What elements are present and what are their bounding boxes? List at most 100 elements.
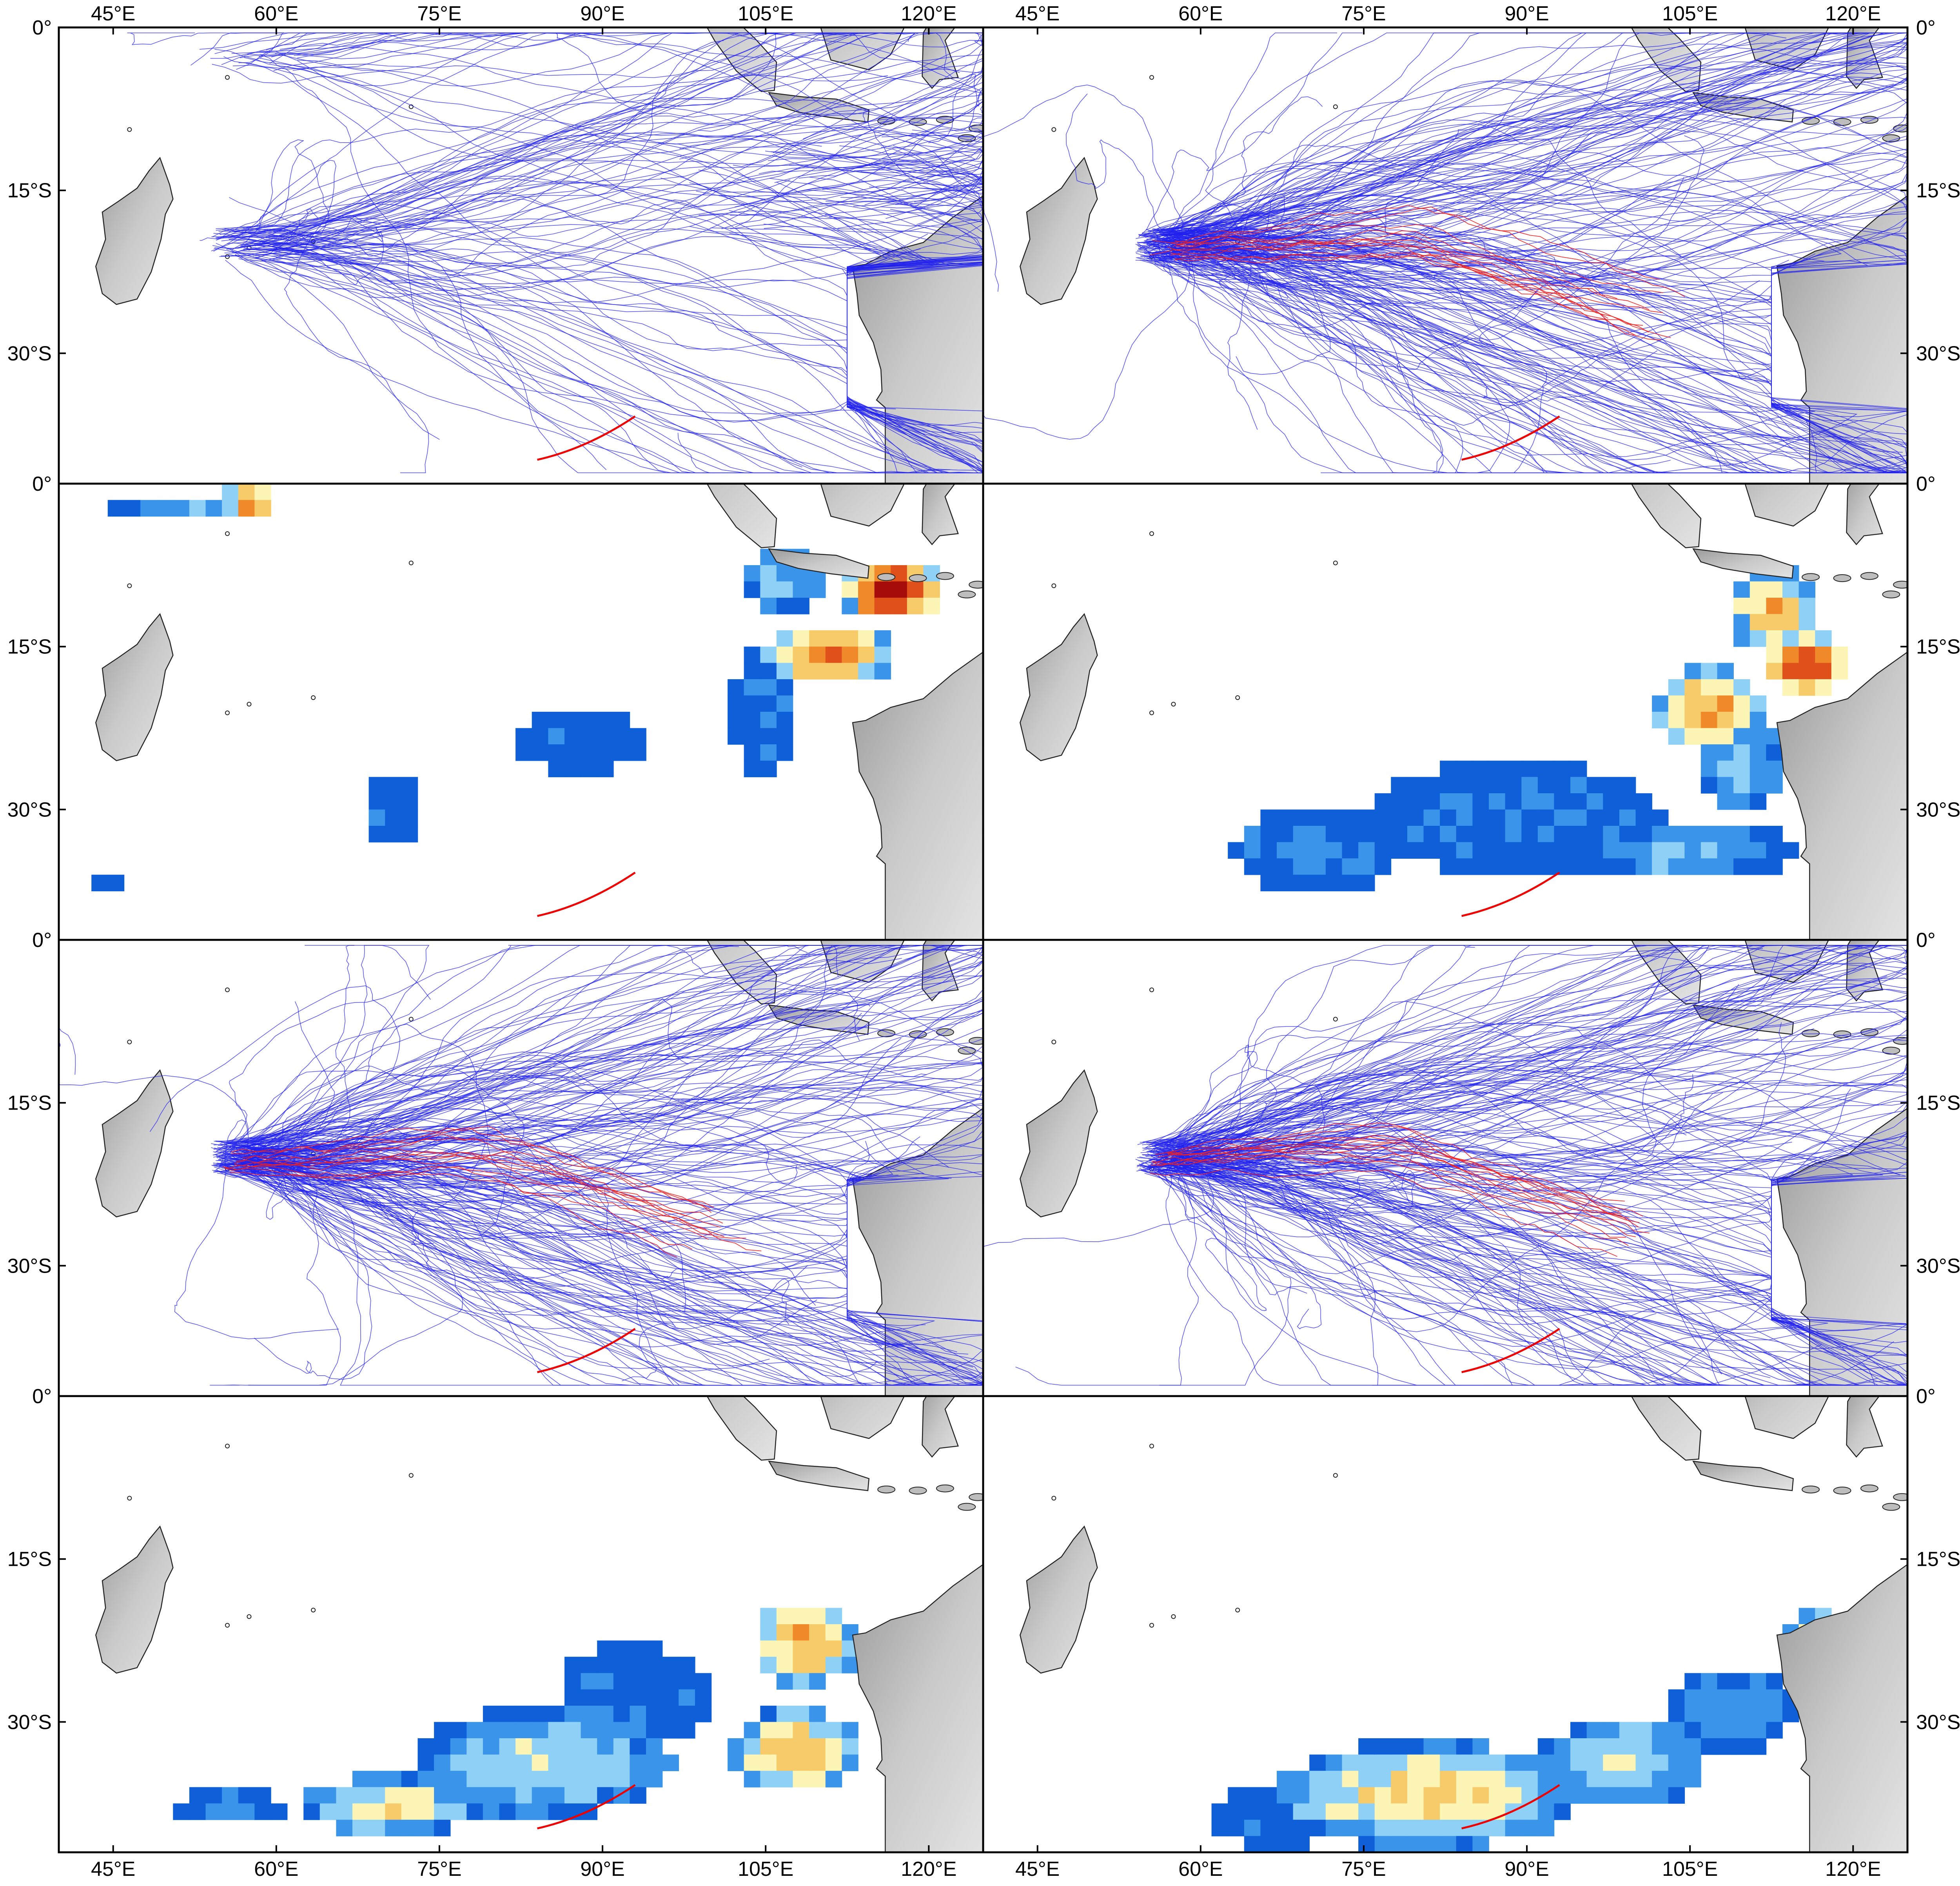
density-cell <box>1749 760 1767 778</box>
density-cell <box>499 1803 516 1820</box>
density-cell <box>515 1803 532 1820</box>
density-cell <box>760 1754 777 1771</box>
density-cell <box>695 1705 712 1723</box>
density-cell <box>809 1738 826 1755</box>
density-cell <box>760 744 777 761</box>
trajectory-path <box>1151 1088 1851 1237</box>
density-cell <box>1423 793 1440 810</box>
density-cell <box>1374 842 1392 859</box>
density-cell <box>776 1657 793 1674</box>
lon-tick-label: 45°E <box>91 1858 135 1881</box>
density-cell <box>679 1722 695 1739</box>
density-cell <box>597 712 614 729</box>
trajectory-path <box>233 945 983 1171</box>
density-cell <box>1684 1754 1701 1771</box>
trajectory-path <box>228 1139 816 1306</box>
density-cell <box>1277 874 1294 892</box>
density-cell <box>1521 760 1538 778</box>
highlight-trajectory-path <box>1157 1123 1630 1219</box>
density-cell <box>548 1787 565 1804</box>
density-cell <box>1244 826 1261 843</box>
trajectory-path <box>1163 95 1907 261</box>
density-cell <box>515 1705 532 1723</box>
density-cell <box>1603 1787 1620 1804</box>
density-cell <box>1652 842 1669 859</box>
trajectory-path <box>1167 240 1907 473</box>
trajectory-path <box>1143 965 1907 1169</box>
density-cell <box>597 1738 614 1755</box>
density-cell <box>1717 695 1734 712</box>
small-island <box>1051 583 1056 588</box>
density-cell <box>385 1787 402 1804</box>
density-cell <box>760 1722 777 1739</box>
density-cell <box>679 1705 695 1723</box>
density-cell <box>646 1771 663 1788</box>
density-cell <box>466 1738 483 1755</box>
trajectory-path <box>217 33 983 238</box>
density-cell <box>760 646 777 664</box>
sulawesi-landmass <box>1846 1396 1883 1458</box>
density-cell <box>1749 826 1767 843</box>
ridge-line <box>1461 415 1560 461</box>
density-cell <box>1358 1819 1375 1837</box>
density-cell <box>1570 1722 1587 1739</box>
density-cell <box>809 581 826 598</box>
density-cell <box>1407 1787 1424 1804</box>
density-cell <box>1407 777 1424 794</box>
density-cell <box>1309 826 1326 843</box>
panel-f <box>983 940 1907 1396</box>
highlight-trajectory-path <box>1177 224 1663 293</box>
trajectory-path <box>1139 1164 1772 1386</box>
density-cell <box>319 1787 337 1804</box>
density-cell <box>793 1608 809 1625</box>
density-cell <box>222 484 239 501</box>
small-island <box>225 987 230 992</box>
density-cell <box>1423 1787 1440 1804</box>
density-cell <box>1325 874 1343 892</box>
sumatra-landmass <box>706 1396 777 1461</box>
density-cell <box>1374 1754 1392 1771</box>
trajectory-path <box>221 945 983 1155</box>
density-cell <box>1717 1738 1734 1755</box>
density-cell <box>548 712 565 729</box>
density-cell <box>825 1624 842 1641</box>
density-cell <box>842 1722 858 1739</box>
lon-tick-label: 60°E <box>254 2 298 25</box>
small-island <box>1171 702 1176 707</box>
density-cell <box>630 1771 646 1788</box>
density-cell <box>434 1754 451 1771</box>
trajectory-path <box>240 1164 931 1386</box>
density-cell <box>776 581 793 598</box>
density-cell <box>434 1787 451 1804</box>
density-cell <box>336 1803 353 1820</box>
trajectory-path <box>1157 1153 1657 1386</box>
density-cell <box>532 1787 549 1804</box>
density-cell <box>776 1673 793 1690</box>
density-cell <box>1521 858 1538 875</box>
density-cell <box>1619 1787 1636 1804</box>
highlight-trajectory-path <box>222 1147 687 1217</box>
trajectory-path <box>221 1168 983 1386</box>
density-cell <box>1277 1803 1294 1820</box>
density-cell <box>124 500 141 517</box>
density-cell <box>1342 826 1359 843</box>
trajectory-path <box>1145 80 1907 238</box>
density-cell <box>385 1819 402 1837</box>
density-cell <box>744 728 761 745</box>
density-cell <box>1505 826 1522 843</box>
density-cell <box>1717 1722 1734 1739</box>
density-cell <box>1260 1819 1277 1837</box>
lat-tick-label: 30°S <box>7 798 52 821</box>
sumatra-landmass <box>1631 1396 1702 1461</box>
density-cell <box>760 1640 777 1657</box>
trajectory-path <box>1146 73 1907 283</box>
trajectory-path <box>1155 1165 1907 1386</box>
density-cell <box>368 793 385 810</box>
trajectory-path <box>1161 73 1907 257</box>
density-cell <box>1505 1819 1522 1837</box>
density-cell <box>222 1803 239 1820</box>
small-island <box>225 75 230 80</box>
density-cell <box>874 581 891 598</box>
trajectory-path <box>1157 33 1907 255</box>
density-cell <box>842 581 858 598</box>
